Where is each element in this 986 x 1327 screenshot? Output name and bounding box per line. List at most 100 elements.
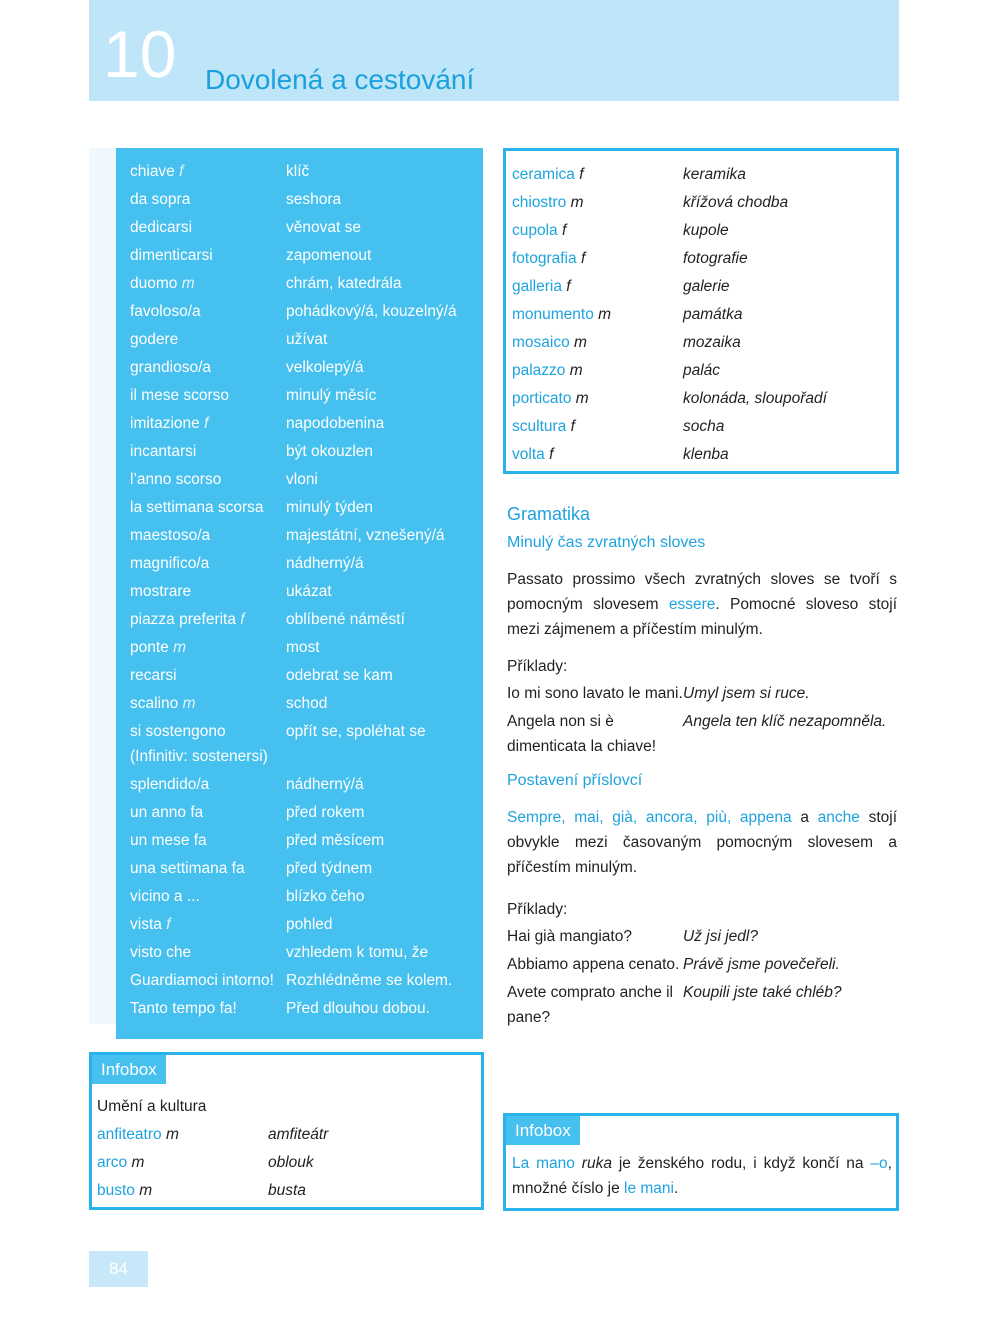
vocab-row: recarsi odebrat se kam bbox=[130, 663, 480, 688]
word-cell: da sopra bbox=[130, 187, 286, 212]
word: recarsi bbox=[130, 667, 177, 684]
gender: f bbox=[204, 415, 209, 432]
examples: Io mi sono lavato le mani. Umyl jsem si r… bbox=[507, 681, 897, 759]
meaning: schod bbox=[286, 695, 328, 712]
highlight: le mani bbox=[624, 1180, 674, 1197]
word-cell: si sostengono (Infinitiv: sostenersi) bbox=[130, 719, 286, 769]
word: Guardiamoci intorno! bbox=[130, 972, 274, 989]
word: cupola bbox=[512, 222, 558, 239]
word-cell: vicino a ... bbox=[130, 884, 286, 909]
meaning: nádherný/á bbox=[286, 555, 364, 572]
vocab-row: chiostro m křížová chodba bbox=[512, 190, 892, 215]
vocab-row: magnifico/a nádherný/á bbox=[130, 551, 480, 576]
gender: f bbox=[166, 916, 171, 933]
meaning: pohádkový/á, kouzelný/á bbox=[286, 303, 457, 320]
vocab-row: dedicarsi věnovat se bbox=[130, 215, 480, 240]
side-strip bbox=[89, 148, 116, 1024]
word-cell: dedicarsi bbox=[130, 215, 286, 240]
word-cell: busto m bbox=[97, 1177, 268, 1205]
word: piazza preferita bbox=[130, 611, 236, 628]
meaning: kupole bbox=[683, 222, 729, 239]
gender: m bbox=[131, 1154, 145, 1171]
word: il mese scorso bbox=[130, 387, 230, 404]
word: vista bbox=[130, 916, 162, 933]
word-cell: galleria f bbox=[512, 274, 683, 299]
meaning: Před dlouhou dobou. bbox=[286, 1000, 430, 1017]
vocabulary-list: chiave f klíč da sopra seshora dedicarsi věno… bbox=[130, 159, 480, 1024]
word-cell: grandioso/a bbox=[130, 355, 286, 380]
chapter-title: Dovolená a cestování bbox=[205, 64, 475, 95]
word-cell: il mese scorso bbox=[130, 383, 286, 408]
text: je ženského rodu, i když končí na bbox=[618, 1155, 864, 1172]
word: duomo bbox=[130, 275, 178, 292]
gender: m bbox=[570, 194, 584, 211]
highlight: La mano bbox=[512, 1155, 575, 1172]
word-cell: favoloso/a bbox=[130, 299, 286, 324]
gender: m bbox=[139, 1182, 153, 1199]
word: un mese fa bbox=[130, 832, 207, 849]
meaning: galerie bbox=[683, 278, 730, 295]
meaning: seshora bbox=[286, 191, 342, 208]
examples-label: Příklady: bbox=[507, 901, 568, 918]
gender: f bbox=[570, 418, 575, 435]
vocab-row: imitazione f napodobenina bbox=[130, 411, 480, 436]
example-czech: Právě jsme povečeřeli. bbox=[683, 956, 840, 973]
grammar-subheading: Postavení příslovcí bbox=[507, 772, 643, 789]
vocab-row: monumento m památka bbox=[512, 302, 892, 327]
vocab-row: maestoso/a majestátní, vznešený/á bbox=[130, 523, 480, 548]
word-cell: recarsi bbox=[130, 663, 286, 688]
text: Passato prossimo všech zvratných sloves … bbox=[507, 571, 897, 613]
word: palazzo bbox=[512, 362, 566, 379]
word: fotografia bbox=[512, 250, 577, 267]
grammar-subheading: Minulý čas zvratných sloves bbox=[507, 534, 706, 551]
meaning: nádherný/á bbox=[286, 776, 364, 793]
word-cell: anfiteatro m bbox=[97, 1121, 268, 1149]
word-cell: dimenticarsi bbox=[130, 243, 286, 268]
vocab-row: Tanto tempo fa! Před dlouhou dobou. bbox=[130, 996, 480, 1021]
vocab-row: vista f pohled bbox=[130, 912, 480, 937]
chapter-number: 10 bbox=[103, 17, 177, 91]
meaning: vzhledem k tomu, že bbox=[286, 944, 429, 961]
word-cell: maestoso/a bbox=[130, 523, 286, 548]
word: anfiteatro bbox=[97, 1126, 162, 1143]
vocab-row: la settimana scorsa minulý týden bbox=[130, 495, 480, 520]
word: busto bbox=[97, 1182, 135, 1199]
word: favoloso/a bbox=[130, 303, 201, 320]
vocab-row: scalino m schod bbox=[130, 691, 480, 716]
art-vocabulary-box: ceramica f keramika chiostro m křížová chod… bbox=[503, 148, 899, 474]
example-italian: Avete comprato anche il pane? bbox=[507, 984, 674, 1026]
meaning: památka bbox=[683, 306, 743, 323]
word-cell: monumento m bbox=[512, 302, 683, 327]
grammar-paragraph: Sempre, mai, già, ancora, più, appena a … bbox=[507, 805, 897, 880]
word-cell: Tanto tempo fa! bbox=[130, 996, 286, 1021]
vocab-row: una settimana fa před týdnem bbox=[130, 856, 480, 881]
meaning: blízko čeho bbox=[286, 888, 365, 905]
word: Tanto tempo fa! bbox=[130, 1000, 237, 1017]
gender: f bbox=[549, 446, 554, 463]
meaning: chrám, katedrála bbox=[286, 275, 402, 292]
vocab-row: duomo m chrám, katedrála bbox=[130, 271, 480, 296]
meaning: před rokem bbox=[286, 804, 365, 821]
vocab-row: godere užívat bbox=[130, 327, 480, 352]
word: ponte bbox=[130, 639, 169, 656]
word: da sopra bbox=[130, 191, 191, 208]
meaning: klíč bbox=[286, 163, 310, 180]
word-cell: chiostro m bbox=[512, 190, 683, 215]
vocab-row: si sostengono (Infinitiv: sostenersi) opří… bbox=[130, 719, 480, 769]
gender: m bbox=[574, 334, 587, 351]
word-cell: cupola f bbox=[512, 218, 683, 243]
example-row: Angela non si è dimenticata la chiave! An… bbox=[507, 709, 897, 759]
page-number: 84 bbox=[89, 1251, 148, 1287]
meaning: být okouzlen bbox=[286, 443, 374, 460]
word-cell: mostrare bbox=[130, 579, 286, 604]
meaning: mozaika bbox=[683, 334, 741, 351]
gender: m bbox=[182, 695, 196, 712]
vocab-row: vicino a ... blízko čeho bbox=[130, 884, 480, 909]
word-cell: mosaico m bbox=[512, 330, 683, 355]
gender: f bbox=[179, 163, 184, 180]
meaning: napodobenina bbox=[286, 415, 385, 432]
vocab-row: palazzo m palác bbox=[512, 358, 892, 383]
word-cell: splendido/a bbox=[130, 772, 286, 797]
example-italian: Io mi sono lavato le mani. bbox=[507, 685, 683, 702]
vocab-row: Guardiamoci intorno! Rozhlédněme se kolem… bbox=[130, 968, 480, 993]
